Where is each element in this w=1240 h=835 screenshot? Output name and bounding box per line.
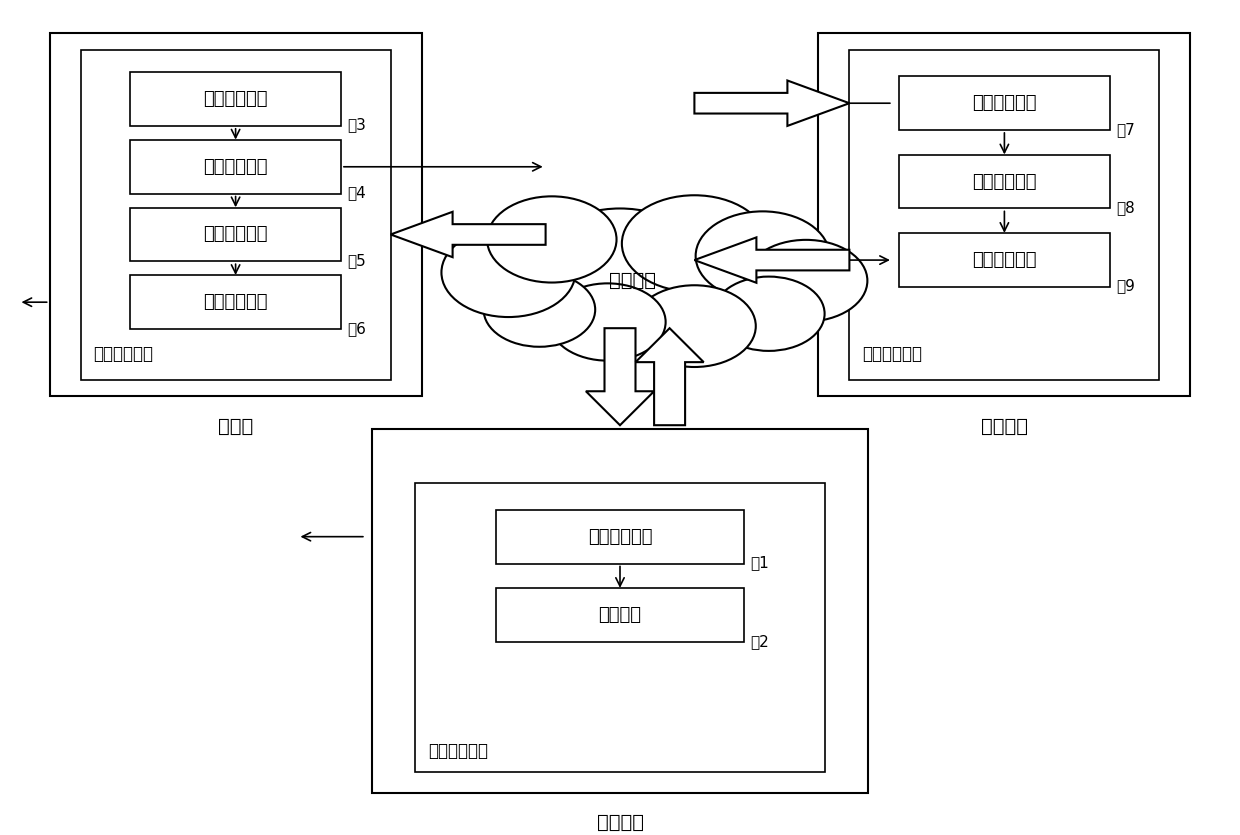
Text: 第一辅助装置: 第一辅助装置 bbox=[93, 346, 153, 363]
FancyBboxPatch shape bbox=[130, 140, 341, 194]
Text: 第三接收装置: 第三接收装置 bbox=[972, 94, 1037, 112]
FancyBboxPatch shape bbox=[899, 76, 1110, 130]
FancyBboxPatch shape bbox=[372, 429, 868, 792]
Text: ⌣4: ⌣4 bbox=[347, 185, 366, 200]
FancyBboxPatch shape bbox=[50, 33, 422, 397]
Text: 目标基站: 目标基站 bbox=[981, 417, 1028, 436]
Text: 第一接收装置: 第一接收装置 bbox=[588, 528, 652, 545]
Text: 第一发送装置: 第一发送装置 bbox=[203, 158, 268, 176]
Circle shape bbox=[484, 272, 595, 347]
Text: ⌣5: ⌣5 bbox=[347, 253, 366, 268]
FancyBboxPatch shape bbox=[496, 589, 744, 642]
FancyBboxPatch shape bbox=[130, 208, 341, 261]
Circle shape bbox=[549, 283, 666, 361]
FancyBboxPatch shape bbox=[81, 49, 391, 380]
Text: 第二发送装置: 第二发送装置 bbox=[203, 293, 268, 311]
Circle shape bbox=[536, 209, 704, 320]
FancyBboxPatch shape bbox=[849, 49, 1159, 380]
FancyBboxPatch shape bbox=[899, 233, 1110, 287]
Text: 第一确定装置: 第一确定装置 bbox=[203, 90, 268, 108]
Text: 源基站: 源基站 bbox=[218, 417, 253, 436]
FancyBboxPatch shape bbox=[415, 483, 825, 772]
Text: 连接装置: 连接装置 bbox=[599, 606, 641, 624]
Text: 第二辅助装置: 第二辅助装置 bbox=[862, 346, 921, 363]
Text: ⌣6: ⌣6 bbox=[347, 321, 366, 336]
Circle shape bbox=[696, 211, 830, 301]
Polygon shape bbox=[694, 237, 849, 283]
Text: ⌣8: ⌣8 bbox=[1116, 200, 1135, 215]
Circle shape bbox=[713, 276, 825, 351]
Circle shape bbox=[744, 240, 868, 321]
Text: 异构网络: 异构网络 bbox=[609, 271, 656, 291]
Text: ⌣9: ⌣9 bbox=[1116, 279, 1135, 294]
Polygon shape bbox=[391, 212, 546, 257]
Text: ⌣3: ⌣3 bbox=[347, 118, 366, 133]
Text: 第一连接装置: 第一连接装置 bbox=[428, 741, 487, 760]
Polygon shape bbox=[694, 80, 849, 126]
Polygon shape bbox=[636, 328, 704, 425]
Text: ⌣2: ⌣2 bbox=[750, 634, 769, 649]
Text: 第二接收装置: 第二接收装置 bbox=[203, 225, 268, 244]
Text: 用户设备: 用户设备 bbox=[596, 813, 644, 832]
Circle shape bbox=[622, 195, 766, 292]
FancyBboxPatch shape bbox=[496, 510, 744, 564]
Text: 第二确定装置: 第二确定装置 bbox=[972, 173, 1037, 190]
Text: 第四发送装置: 第四发送装置 bbox=[972, 251, 1037, 269]
Text: ⌣1: ⌣1 bbox=[750, 555, 769, 570]
FancyBboxPatch shape bbox=[899, 154, 1110, 209]
Circle shape bbox=[487, 196, 616, 282]
FancyBboxPatch shape bbox=[130, 276, 341, 329]
Text: ⌣7: ⌣7 bbox=[1116, 122, 1135, 137]
FancyBboxPatch shape bbox=[130, 73, 341, 126]
FancyBboxPatch shape bbox=[818, 33, 1190, 397]
Circle shape bbox=[441, 228, 575, 317]
Polygon shape bbox=[587, 328, 655, 425]
Circle shape bbox=[634, 286, 756, 367]
